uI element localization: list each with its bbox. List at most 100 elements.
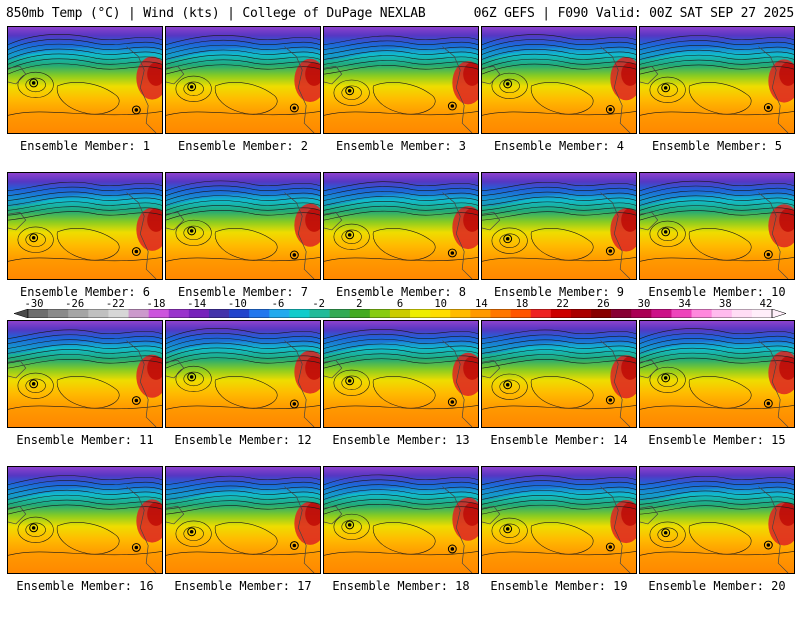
temperature-map xyxy=(7,26,163,134)
colorbar-tick-label: -10 xyxy=(227,298,247,310)
colorbar-segment xyxy=(148,309,170,318)
colorbar-tick-label: -18 xyxy=(146,298,166,310)
colorbar-segment xyxy=(731,309,753,318)
colorbar-max-arrow xyxy=(771,309,786,318)
ensemble-panel: Ensemble Member: 3 xyxy=(323,26,479,177)
temperature-map xyxy=(7,466,163,574)
ensemble-panel: Ensemble Member: 20 xyxy=(639,466,795,617)
temperature-map xyxy=(639,320,795,428)
ensemble-panel: Ensemble Member: 14 xyxy=(481,320,637,471)
ensemble-member-label: Ensemble Member: 3 xyxy=(335,139,467,153)
colorbar-tick-label: 22 xyxy=(556,298,569,310)
colorbar-segment xyxy=(389,309,411,318)
colorbar-segment xyxy=(651,309,672,318)
temperature-map xyxy=(481,320,637,428)
ensemble-member-label: Ensemble Member: 2 xyxy=(177,139,309,153)
colorbar-segment xyxy=(229,309,250,318)
colorbar-segment xyxy=(591,309,612,318)
colorbar-segment xyxy=(88,309,109,318)
ensemble-member-label: Ensemble Member: 14 xyxy=(490,433,628,447)
ensemble-panel: Ensemble Member: 11 xyxy=(7,320,163,471)
colorbar-segment xyxy=(450,309,471,318)
temperature-map xyxy=(165,26,321,134)
ensemble-panel: Ensemble Member: 19 xyxy=(481,466,637,617)
colorbar-min-arrow xyxy=(14,309,29,318)
ensemble-panel: Ensemble Member: 12 xyxy=(165,320,321,471)
ensemble-panel: Ensemble Member: 18 xyxy=(323,466,479,617)
product-title: 850mb Temp (°C) | Wind (kts) | College o… xyxy=(6,6,426,21)
ensemble-member-label: Ensemble Member: 11 xyxy=(16,433,154,447)
temperature-map xyxy=(165,466,321,574)
ensemble-member-label: Ensemble Member: 5 xyxy=(651,139,783,153)
ensemble-member-label: Ensemble Member: 8 xyxy=(335,285,467,299)
colorbar-bar xyxy=(14,309,786,318)
colorbar-tick-label: 2 xyxy=(356,298,363,310)
ensemble-member-label: Ensemble Member: 18 xyxy=(332,579,470,593)
colorbar-segment xyxy=(490,309,511,318)
temperature-map xyxy=(639,26,795,134)
colorbar-segment xyxy=(48,309,69,318)
ensemble-panel: Ensemble Member: 2 xyxy=(165,26,321,177)
colorbar-tick-label: -6 xyxy=(271,298,285,310)
colorbar-segment xyxy=(691,309,712,318)
colorbar-tick-label: 10 xyxy=(434,298,447,310)
ensemble-member-label: Ensemble Member: 7 xyxy=(177,285,309,299)
colorbar-segment xyxy=(570,309,592,318)
ensemble-panel: Ensemble Member: 10 xyxy=(639,172,795,323)
colorbar-segment xyxy=(430,309,451,318)
colorbar-segment xyxy=(671,309,692,318)
colorbar-segment xyxy=(711,309,733,318)
temperature-map xyxy=(323,172,479,280)
temperature-map xyxy=(165,172,321,280)
colorbar-segment xyxy=(369,309,391,318)
temperature-map xyxy=(7,172,163,280)
temperature-map xyxy=(639,466,795,574)
temperature-map xyxy=(323,466,479,574)
colorbar-tick-label: 18 xyxy=(515,298,529,310)
colorbar-segment xyxy=(611,309,632,318)
temperature-map xyxy=(165,320,321,428)
colorbar-tick-label: 14 xyxy=(475,298,488,310)
ensemble-panel: Ensemble Member: 9 xyxy=(481,172,637,323)
colorbar-tick-label: -26 xyxy=(65,298,85,310)
ensemble-member-label: Ensemble Member: 10 xyxy=(648,285,786,299)
colorbar-segment xyxy=(168,309,190,318)
temperature-map xyxy=(481,172,637,280)
colorbar-segment xyxy=(751,309,773,318)
colorbar-segment xyxy=(410,309,431,318)
ensemble-panel: Ensemble Member: 5 xyxy=(639,26,795,177)
ensemble-member-label: Ensemble Member: 9 xyxy=(493,285,625,299)
colorbar-segment xyxy=(68,309,89,318)
ensemble-member-label: Ensemble Member: 1 xyxy=(19,139,151,153)
colorbar-segment xyxy=(349,309,371,318)
ensemble-panel: Ensemble Member: 4 xyxy=(481,26,637,177)
colorbar-segment xyxy=(530,309,552,318)
colorbar-segment xyxy=(269,309,290,318)
ensemble-member-label: Ensemble Member: 6 xyxy=(19,285,151,299)
colorbar-tick-label: -14 xyxy=(187,298,207,310)
temperature-map xyxy=(7,320,163,428)
colorbar-segment xyxy=(188,309,210,318)
colorbar-segment xyxy=(309,309,330,318)
run-valid-time: 06Z GEFS | F090 Valid: 00Z SAT SEP 27 20… xyxy=(473,6,795,21)
colorbar-segment xyxy=(289,309,310,318)
ensemble-member-label: Ensemble Member: 4 xyxy=(493,139,625,153)
ensemble-panel: Ensemble Member: 13 xyxy=(323,320,479,471)
temperature-map xyxy=(323,26,479,134)
ensemble-member-label: Ensemble Member: 15 xyxy=(648,433,786,447)
colorbar-segment xyxy=(550,309,572,318)
colorbar-segment xyxy=(470,309,491,318)
colorbar-segment xyxy=(108,309,129,318)
colorbar-tick-label: -2 xyxy=(312,298,325,310)
colorbar-tick-label: -22 xyxy=(105,298,125,310)
temperature-map xyxy=(639,172,795,280)
temperature-map xyxy=(481,466,637,574)
colorbar-tick-label: -30 xyxy=(24,298,44,310)
ensemble-panel: Ensemble Member: 17 xyxy=(165,466,321,617)
ensemble-panel: Ensemble Member: 8 xyxy=(323,172,479,323)
ensemble-panel: Ensemble Member: 7 xyxy=(165,172,321,323)
colorbar-segment xyxy=(329,309,351,318)
colorbar-tick-label: 6 xyxy=(396,298,404,310)
temperature-map xyxy=(323,320,479,428)
header: 850mb Temp (°C) | Wind (kts) | College o… xyxy=(0,0,800,26)
